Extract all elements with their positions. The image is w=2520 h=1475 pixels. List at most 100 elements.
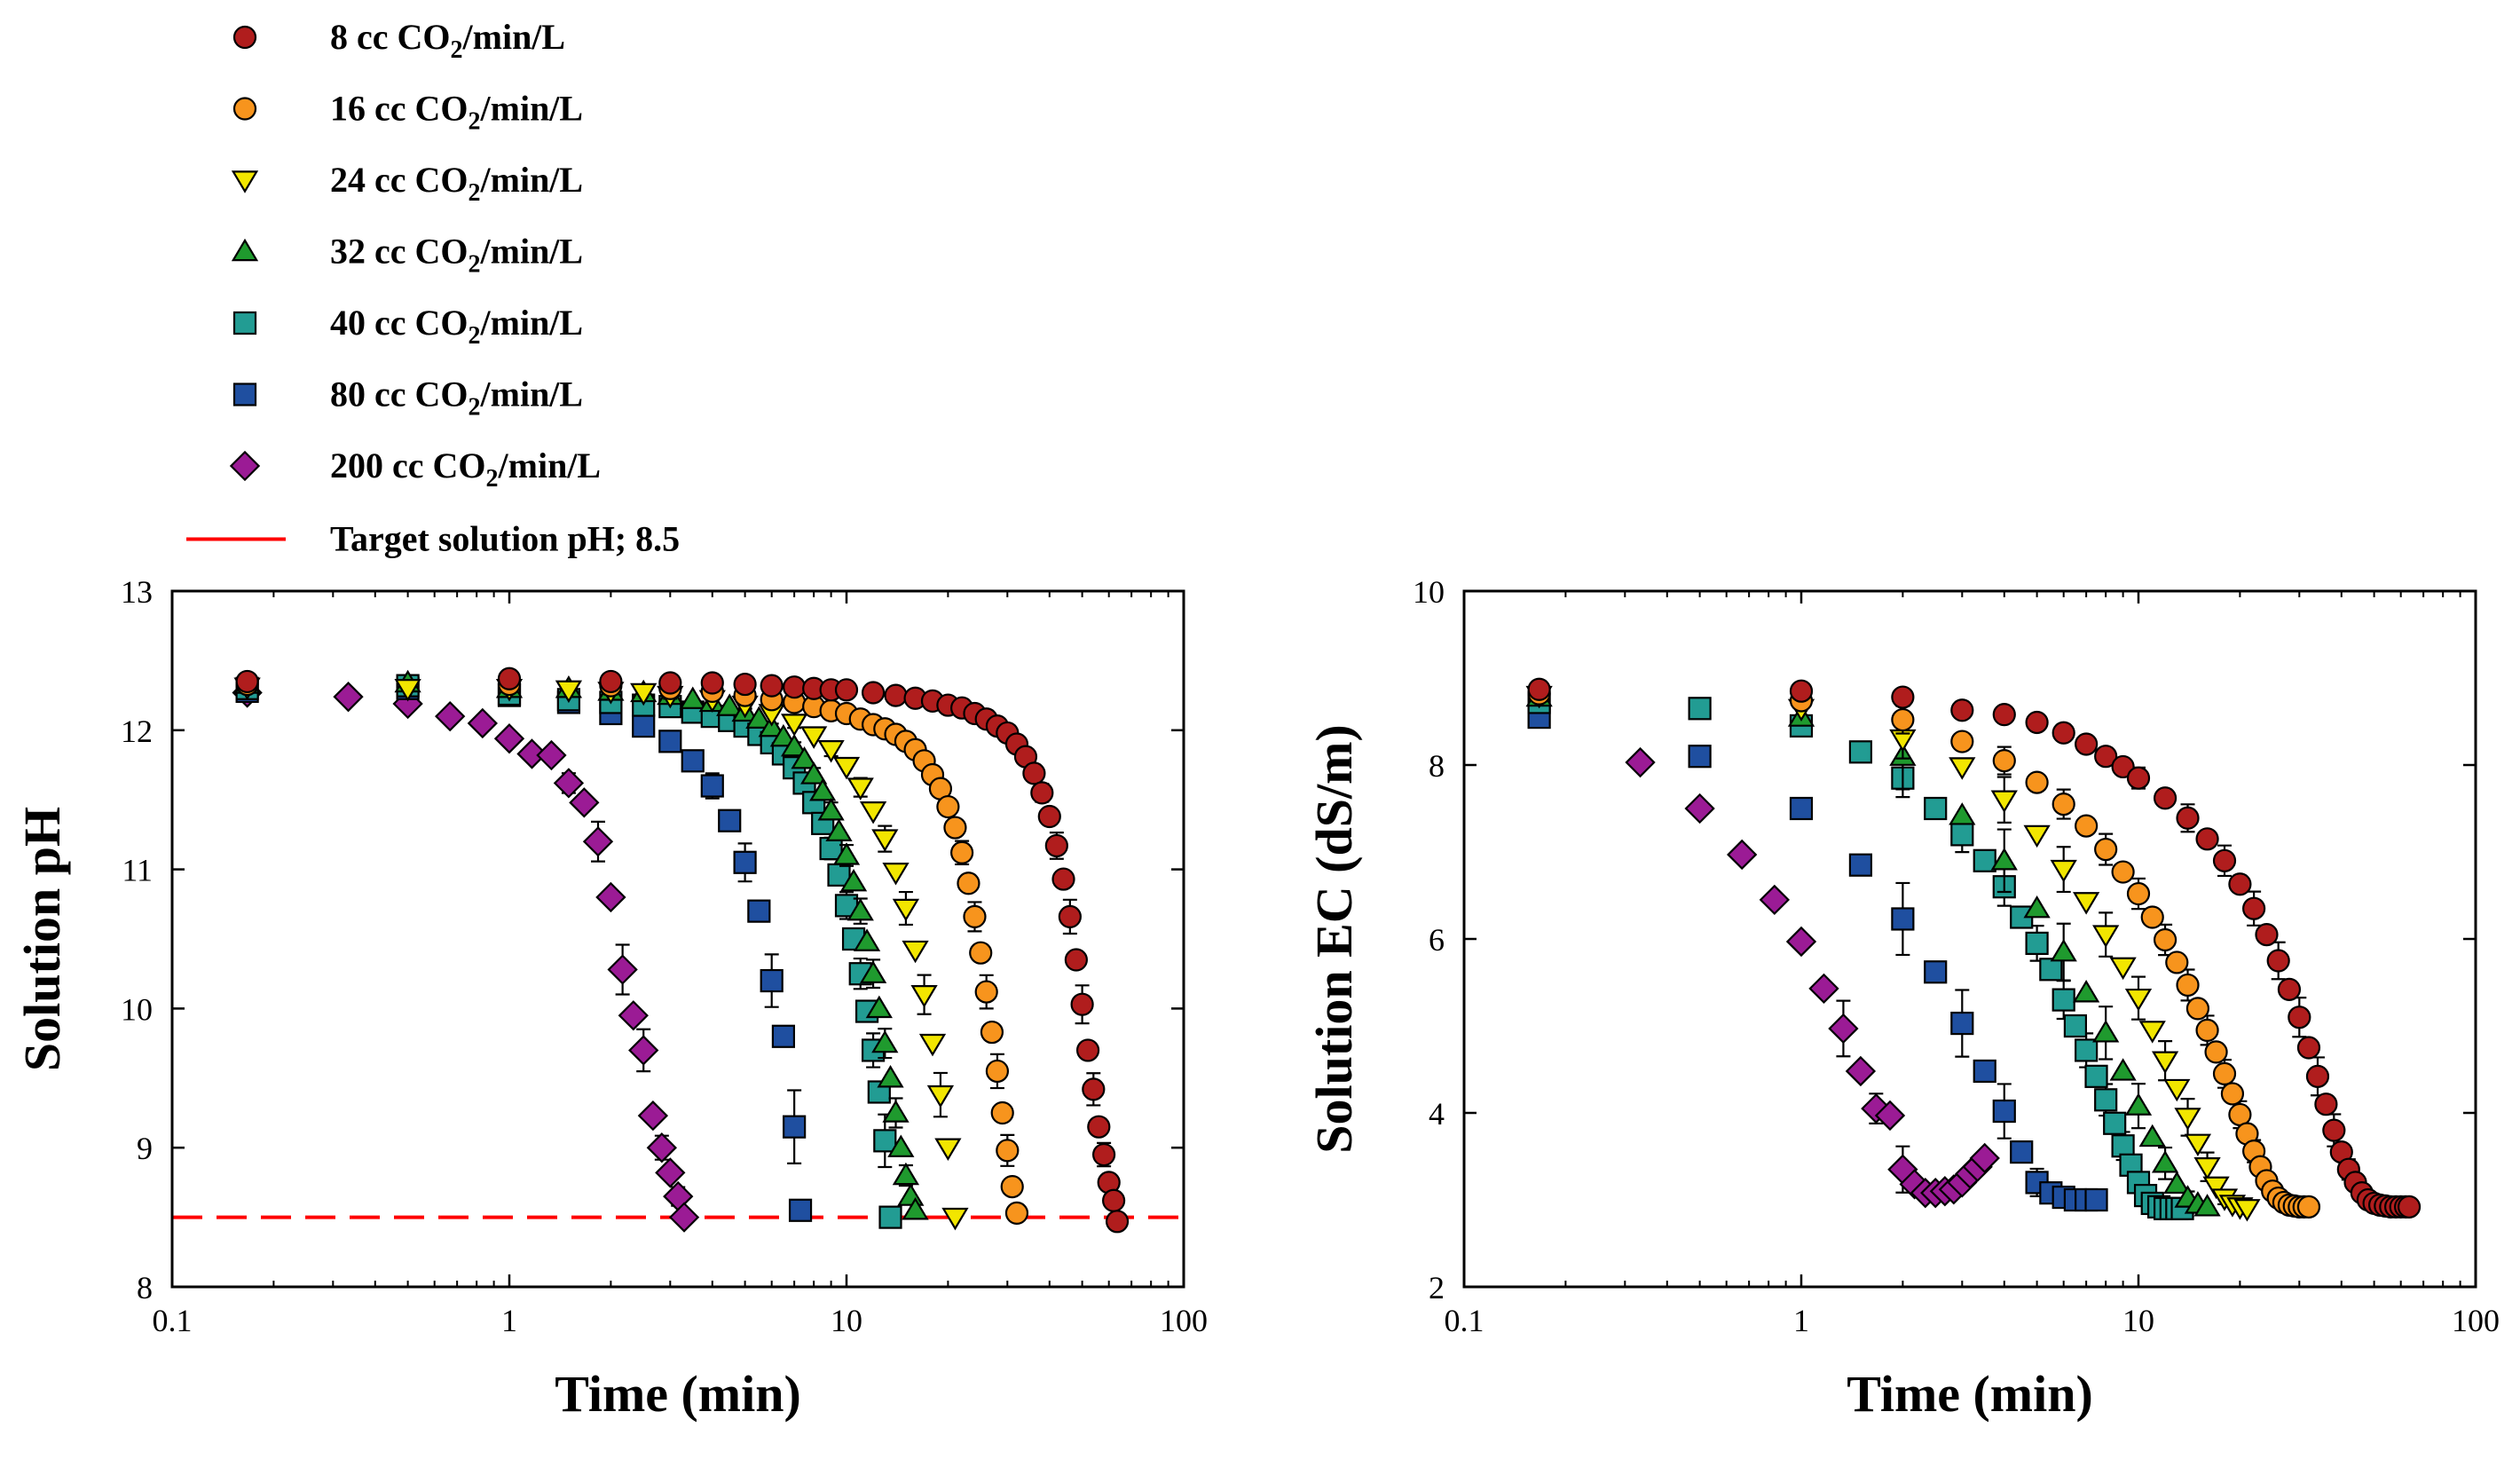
legend-marker-3 [231, 238, 259, 262]
data-point [1004, 1201, 1029, 1225]
data-point [536, 739, 567, 771]
data-point [2073, 892, 2100, 915]
data-point [1051, 867, 1075, 891]
data-point [1891, 707, 1915, 732]
data-point [2075, 1038, 2099, 1062]
data-point [882, 863, 910, 886]
y-tick-label: 10 [121, 991, 153, 1027]
x-tick-label: 0.1 [153, 1303, 193, 1338]
data-point [1950, 698, 1974, 722]
data-point [884, 683, 908, 707]
data-point [553, 768, 585, 799]
data-point [658, 730, 682, 753]
data-point [2296, 1036, 2321, 1060]
data-point [936, 794, 960, 819]
x-tick-label: 100 [1160, 1303, 1208, 1338]
series-6 [1625, 746, 2000, 1209]
data-point [1688, 745, 1712, 769]
data-point [985, 1059, 1010, 1084]
data-point [819, 836, 843, 861]
data-point [632, 714, 656, 738]
data-point [892, 1162, 920, 1186]
data-point [2025, 931, 2049, 956]
data-point [493, 723, 525, 754]
data-point [745, 706, 773, 729]
data-point [658, 671, 682, 695]
legend-label-6: 200 cc CO2/min/L [330, 446, 601, 493]
legend-label-0: 8 cc CO2/min/L [330, 17, 565, 64]
data-point [2185, 997, 2210, 1021]
data-point [825, 818, 853, 841]
data-point [783, 1115, 807, 1139]
data-point [733, 672, 757, 697]
data-point [2151, 1150, 2179, 1173]
data-point [394, 679, 421, 702]
data-point [2111, 754, 2135, 779]
data-point [2094, 837, 2118, 862]
data-point [800, 761, 828, 785]
data-point [555, 680, 583, 704]
data-point [1949, 757, 1976, 780]
data-point [2051, 792, 2075, 816]
series-5 [1527, 705, 2108, 1212]
data-point [963, 904, 987, 929]
data-point [2138, 1021, 2166, 1044]
data-point [1990, 848, 2018, 871]
x-tick-label: 1 [1793, 1303, 1809, 1338]
data-point [2050, 938, 2077, 962]
data-point [1684, 793, 1715, 824]
data-point [1102, 1188, 1126, 1212]
data-point [902, 940, 929, 964]
data-point [990, 1100, 1014, 1125]
data-point [1891, 685, 1915, 709]
data-point [853, 928, 881, 951]
data-point [2212, 848, 2237, 872]
data-point [1082, 1077, 1106, 1101]
data-point [235, 669, 259, 694]
data-point [760, 968, 784, 993]
data-point [2094, 1088, 2118, 1112]
series-3 [233, 669, 929, 1220]
legend-target-label: Target solution pH; 8.5 [330, 519, 680, 559]
x-tick-label: 0.1 [1445, 1303, 1484, 1338]
data-point [769, 723, 798, 747]
data-point [2109, 1058, 2137, 1081]
data-point [2025, 770, 2049, 794]
data-point [834, 678, 859, 702]
data-point [2176, 973, 2200, 998]
y-tick-label: 6 [1429, 922, 1445, 958]
legend-label-4: 40 cc CO2/min/L [330, 303, 583, 350]
series-6 [232, 677, 700, 1233]
y-tick-label: 13 [121, 574, 153, 610]
data-point [1950, 730, 1974, 753]
data-point [882, 1100, 910, 1123]
series-2 [233, 677, 969, 1231]
data-point [788, 1198, 813, 1222]
data-point [2084, 1064, 2108, 1088]
data-point [497, 667, 522, 690]
data-point [871, 1029, 899, 1053]
data-point [2039, 958, 2063, 982]
data-point [1848, 853, 1873, 877]
data-point [2212, 1061, 2237, 1086]
data-point [2025, 710, 2049, 735]
data-point [957, 872, 980, 895]
series-1 [235, 672, 1029, 1225]
data-point [2233, 1199, 2261, 1222]
data-point [1030, 781, 1054, 805]
data-point [2092, 1020, 2120, 1043]
data-point [2126, 766, 2151, 790]
y-tick-label: 4 [1429, 1096, 1445, 1132]
data-point [1950, 1011, 1974, 1036]
data-point [2305, 1064, 2330, 1088]
data-point [1037, 804, 1061, 829]
data-point [1950, 823, 1974, 847]
ec-panel: 0.1 1 10 100 2 4 6 8 10 Time (min) Solution EC (dS… [1305, 574, 2500, 1423]
data-point [2193, 1194, 2221, 1217]
legend-marker-6 [229, 450, 261, 482]
y-tick-label: 11 [122, 853, 153, 888]
data-point [628, 1035, 659, 1066]
data-point [2277, 977, 2302, 1001]
data-point [2075, 814, 2099, 838]
